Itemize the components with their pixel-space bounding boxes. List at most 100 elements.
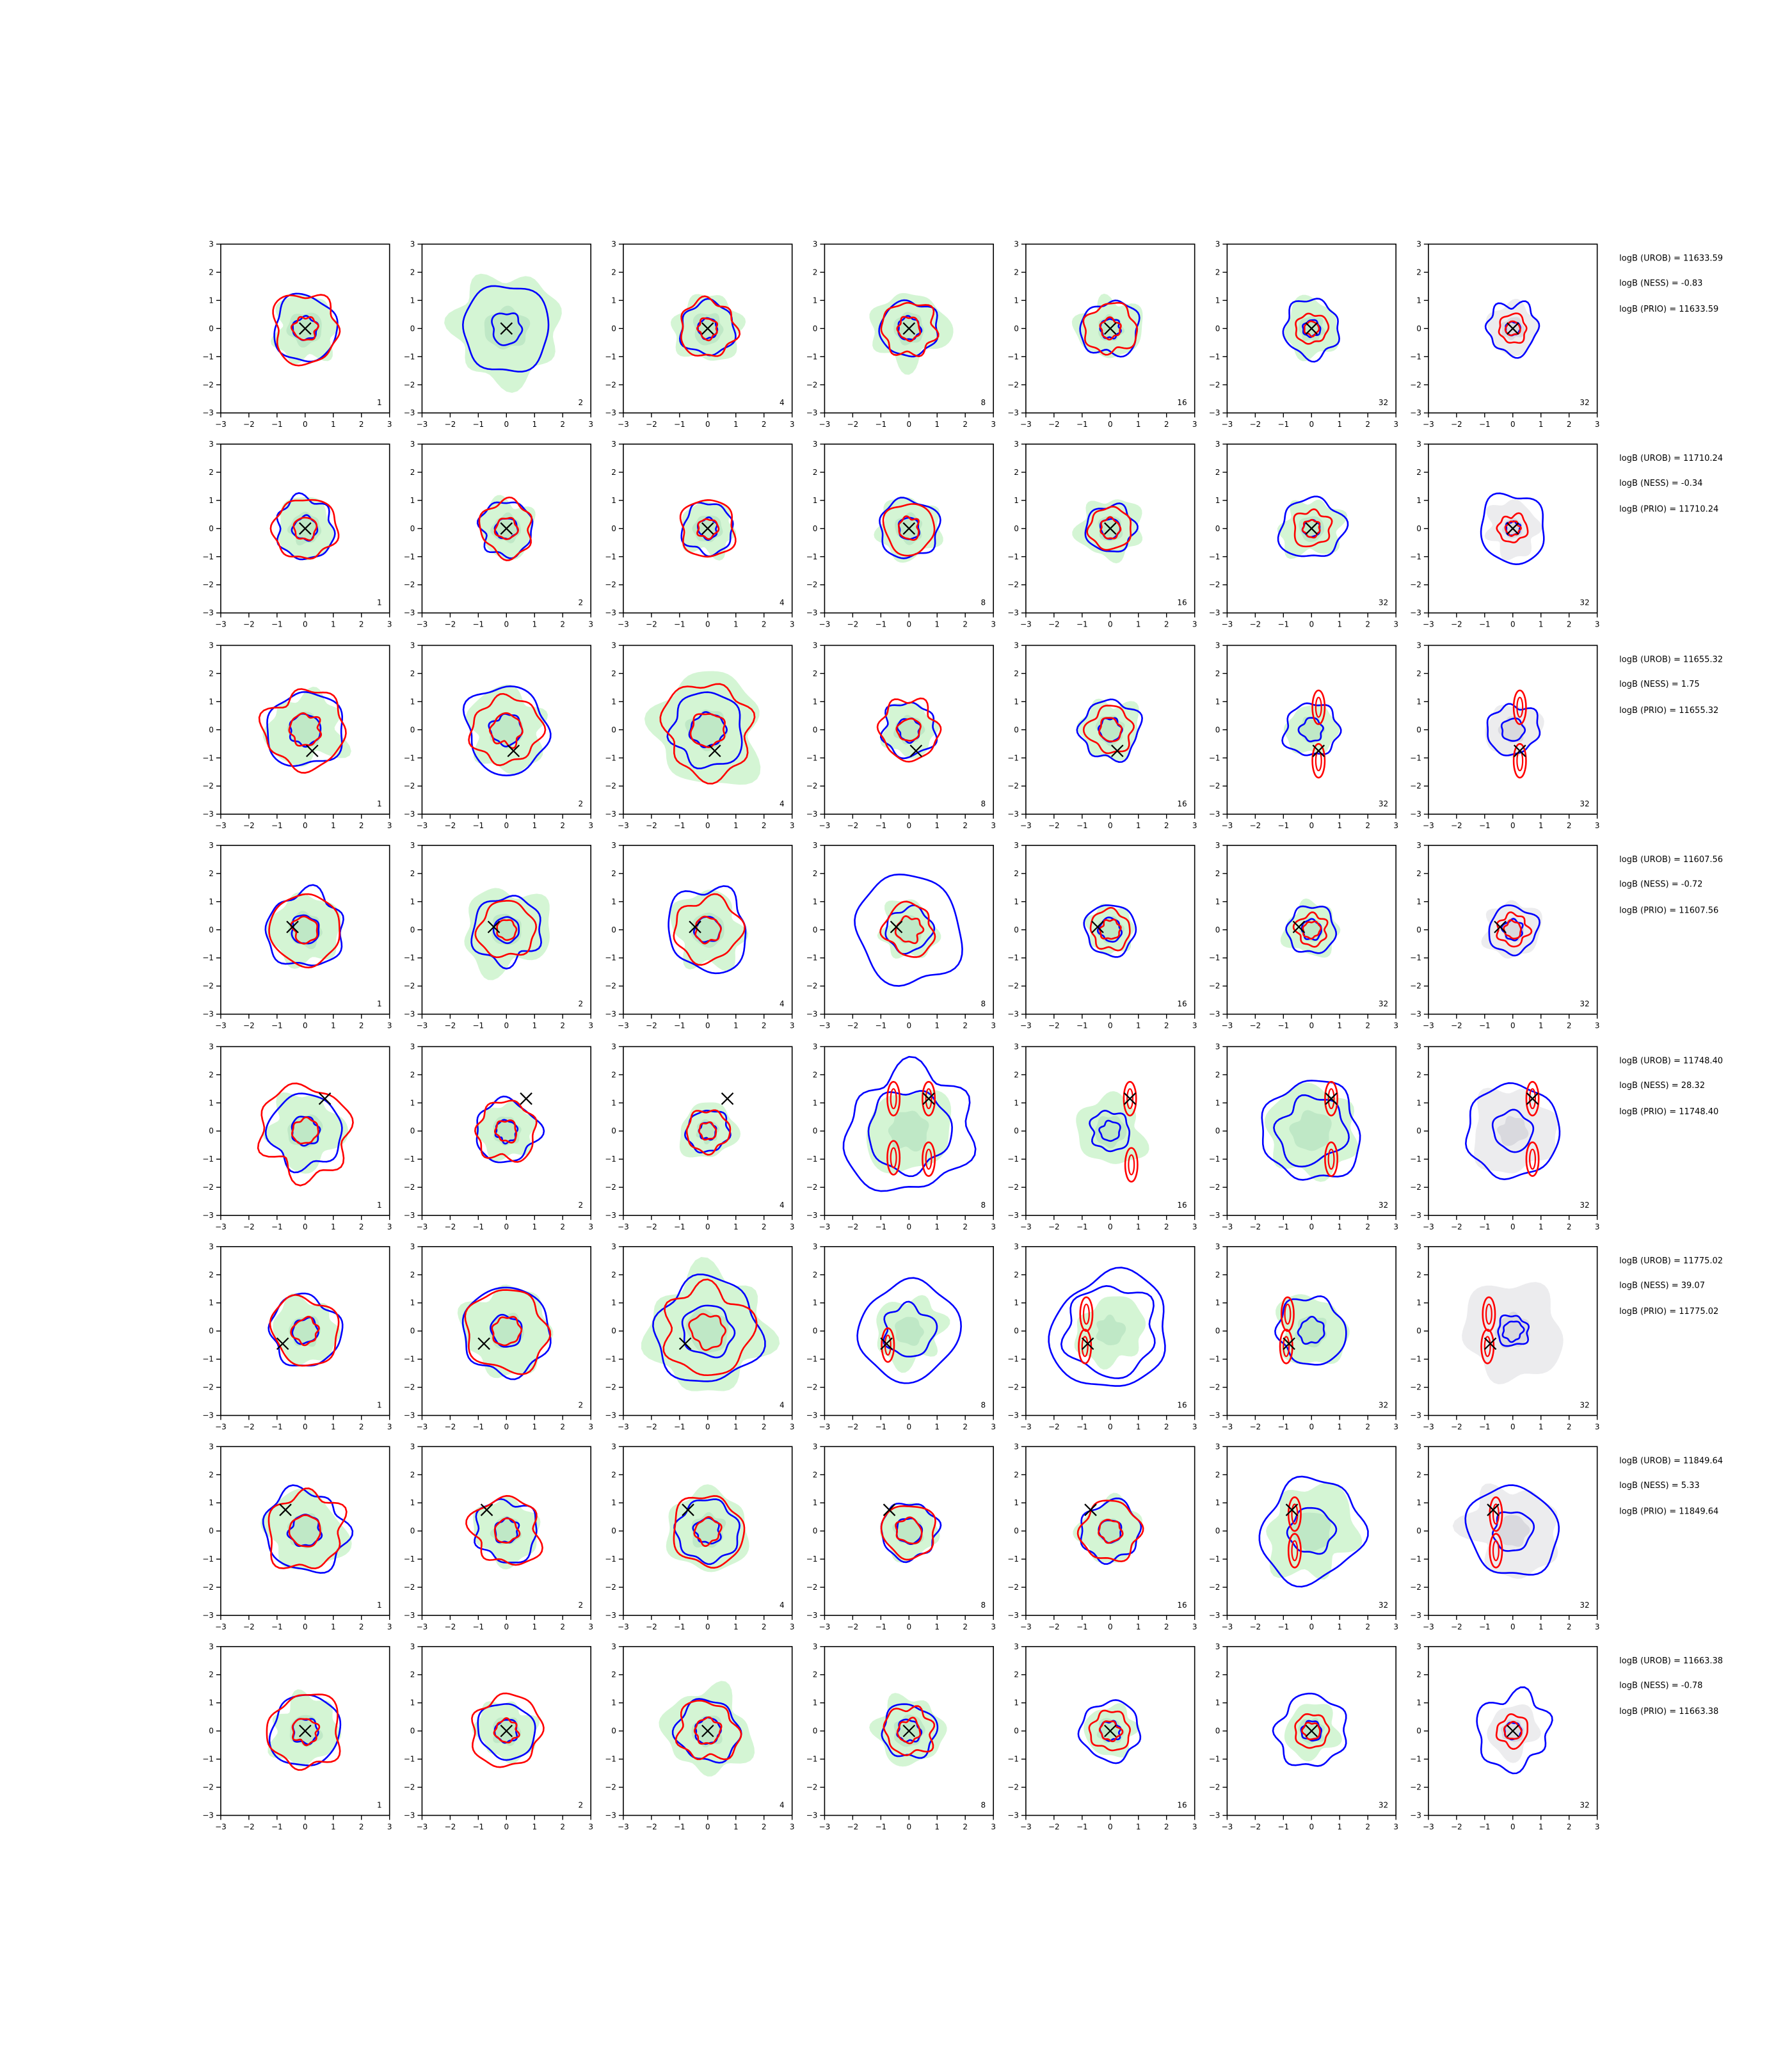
x-tick-label: −2 [646, 420, 657, 429]
y-tick-label: −3 [806, 1411, 818, 1420]
x-tick-label: 3 [790, 620, 795, 629]
red-contour [1503, 919, 1522, 940]
marker-x [689, 920, 701, 934]
x-tick-label: −2 [243, 1423, 255, 1432]
x-tick-label: −3 [1423, 1021, 1434, 1030]
x-tick-label: −3 [618, 821, 629, 830]
x-tick-label: 2 [1365, 821, 1370, 830]
x-tick-label: 0 [1510, 1823, 1516, 1832]
y-tick-label: 3 [611, 1042, 616, 1051]
red-contour [493, 516, 519, 540]
red-contour-mode-inner [1081, 1336, 1089, 1357]
panel-count-label: 1 [377, 1401, 382, 1410]
x-tick-label: 1 [532, 420, 537, 429]
x-tick-label: 2 [963, 420, 968, 429]
y-tick-label: −1 [806, 1155, 818, 1164]
y-tick-label: 1 [209, 1098, 214, 1107]
x-tick-label: 3 [1192, 620, 1197, 629]
blue-contour [1076, 698, 1143, 763]
y-tick-label: −1 [404, 954, 415, 963]
panel-count-label: 8 [981, 598, 986, 607]
y-tick-label: 2 [611, 1670, 616, 1679]
x-tick-label: 3 [588, 1021, 593, 1030]
marker-x [318, 1092, 332, 1105]
x-tick-label: −3 [215, 1021, 227, 1030]
red-contour [290, 316, 319, 341]
red-contour [896, 1716, 922, 1745]
x-tick-label: −1 [472, 1222, 484, 1231]
y-tick-label: −3 [806, 408, 818, 417]
red-contour-mode-inner [1291, 1540, 1299, 1562]
y-tick-label: −3 [605, 1611, 616, 1620]
red-contour [1100, 516, 1122, 540]
y-tick-label: −3 [1410, 1611, 1421, 1620]
y-tick-label: 2 [1014, 1270, 1019, 1279]
x-tick-label: 2 [560, 1823, 565, 1832]
red-contour-mode [881, 1327, 895, 1363]
x-tick-label: 0 [1108, 1021, 1113, 1030]
y-tick-label: 2 [410, 1470, 415, 1479]
x-tick-label: 2 [963, 620, 968, 629]
x-tick-label: 0 [906, 620, 911, 629]
y-tick-label: −1 [1007, 954, 1019, 963]
x-tick-label: 3 [1192, 1423, 1197, 1432]
x-tick-label: 1 [1337, 620, 1342, 629]
y-tick-label: −3 [1209, 1811, 1220, 1820]
x-tick-label: −1 [1479, 1021, 1491, 1030]
y-tick-label: 3 [410, 841, 415, 850]
y-tick-label: 1 [1014, 296, 1019, 305]
y-tick-label: 2 [209, 468, 214, 477]
blue-contour [878, 299, 939, 358]
x-tick-label: −2 [445, 821, 456, 830]
panel-count-label: 16 [1177, 1000, 1187, 1009]
x-tick-label: −3 [1020, 1622, 1032, 1631]
x-tick-label: −1 [1479, 620, 1491, 629]
panel-r2-c4: −3−3 −2 −2 −1 −1 0 0 1 1 2 2 3 3 8 [806, 440, 996, 629]
x-tick-label: 2 [963, 1222, 968, 1231]
panel-count-label: 1 [377, 1201, 382, 1210]
x-tick-label: 2 [762, 1222, 767, 1231]
y-tick-label: 1 [1215, 296, 1220, 305]
red-contour [269, 1294, 340, 1367]
y-tick-label: 3 [1215, 1242, 1220, 1251]
x-tick-label: 2 [1567, 1021, 1572, 1030]
panel-count-label: 2 [579, 398, 584, 407]
y-tick-label: 2 [1416, 268, 1421, 276]
y-tick-label: −2 [1209, 1383, 1220, 1392]
panel-r1-c6: −3−3 −2 −2 −1 −1 0 0 1 1 2 2 3 3 32 [1209, 239, 1398, 429]
y-tick-label: 3 [209, 239, 214, 248]
y-tick-label: −1 [202, 1555, 214, 1564]
blue-contour [1098, 1119, 1121, 1142]
x-tick-label: 0 [1510, 1423, 1516, 1432]
x-tick-label: 0 [906, 1021, 911, 1030]
x-tick-label: −1 [1076, 1021, 1088, 1030]
x-tick-label: 0 [1510, 821, 1516, 830]
density-inner [1096, 1314, 1126, 1345]
red-contour [689, 713, 726, 748]
x-tick-label: 3 [1393, 1622, 1398, 1631]
blue-contour [666, 691, 743, 770]
panel-count-label: 8 [981, 1601, 986, 1610]
x-tick-label: 1 [733, 1423, 739, 1432]
x-tick-label: −1 [1479, 420, 1491, 429]
blue-contour [490, 1313, 523, 1348]
x-tick-label: −1 [472, 1622, 484, 1631]
x-tick-label: −2 [847, 620, 859, 629]
x-tick-label: 3 [790, 1021, 795, 1030]
blue-contour [494, 1119, 519, 1145]
y-tick-label: 1 [813, 1299, 818, 1308]
y-tick-label: 2 [813, 669, 818, 678]
y-tick-label: −1 [605, 753, 616, 762]
y-tick-label: 0 [1014, 524, 1019, 533]
red-contour [673, 893, 746, 966]
x-tick-label: −1 [271, 1423, 283, 1432]
y-tick-label: 2 [1014, 468, 1019, 477]
panel-count-label: 4 [780, 1000, 785, 1009]
y-tick-label: 1 [209, 1299, 214, 1308]
y-tick-label: 0 [1014, 1126, 1019, 1135]
x-tick-label: 1 [934, 1622, 940, 1631]
y-tick-label: 1 [813, 1498, 818, 1507]
red-contour-mode [1123, 1081, 1137, 1117]
x-tick-label: −1 [271, 1222, 283, 1231]
x-tick-label: −2 [243, 1222, 255, 1231]
